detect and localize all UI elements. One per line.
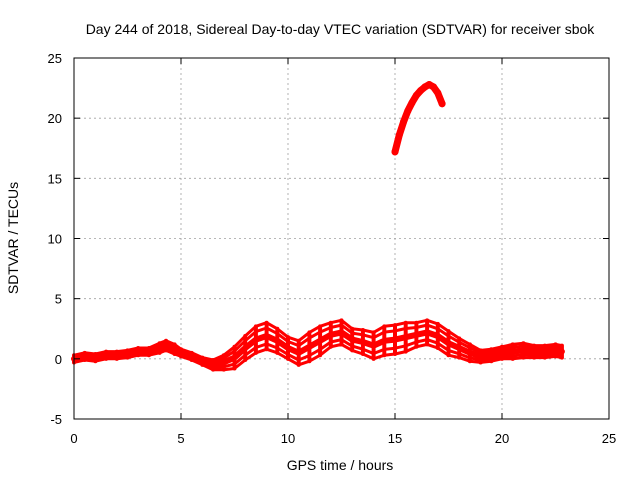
arc-point: [430, 83, 438, 91]
series-layer: [71, 80, 565, 372]
arc-point: [434, 89, 442, 97]
chart-title: Day 244 of 2018, Sidereal Day-to-day VTE…: [86, 21, 596, 37]
arc-point: [400, 118, 408, 126]
x-tick-label: 20: [495, 431, 509, 446]
arc-point: [408, 99, 416, 107]
y-tick-label: 10: [48, 232, 62, 247]
x-tick-label: 25: [602, 431, 616, 446]
labels-layer: 0 5 10 15 20 25 -5 0 5 10 15 20 25: [48, 51, 617, 446]
arc-point: [412, 91, 420, 99]
y-tick-label: 15: [48, 171, 62, 186]
x-tick-label: 10: [281, 431, 295, 446]
arc-point: [395, 131, 403, 139]
y-tick-label: 20: [48, 111, 62, 126]
y-tick-label: 25: [48, 51, 62, 66]
x-tick-label: 5: [177, 431, 184, 446]
y-tick-label: 0: [55, 352, 62, 367]
x-axis-label: GPS time / hours: [287, 457, 394, 473]
arc-point: [391, 148, 399, 156]
y-axis-label: SDTVAR / TECUs: [5, 182, 21, 294]
ticks-layer: [73, 57, 610, 420]
y-tick-label: -5: [50, 412, 62, 427]
x-tick-label: 0: [70, 431, 77, 446]
arc-point: [404, 107, 412, 115]
arc-point: [438, 100, 446, 108]
x-tick-label: 15: [388, 431, 402, 446]
y-tick-label: 5: [55, 292, 62, 307]
grid-layer: [74, 58, 609, 419]
